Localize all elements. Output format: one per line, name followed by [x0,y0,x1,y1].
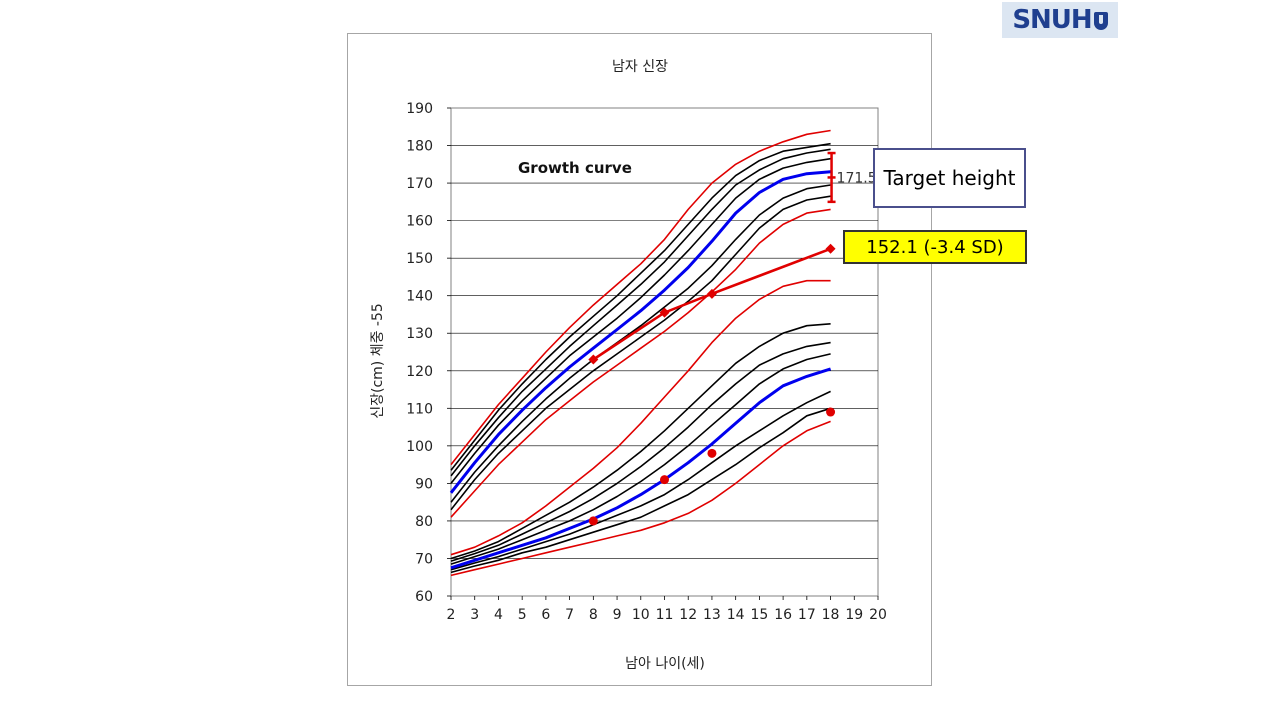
growth-chart: 60 70 80 90 100 110 120 130 140 150 160 170 180 190 2 3… [370,59,887,672]
x-tick-label: 11 [656,607,674,623]
final-height-label: 152.1 (-3.4 SD) [866,236,1004,258]
patient-height-point [659,307,670,318]
logo-emblem-icon [1093,12,1108,30]
height-percentile-line-2 [450,195,831,511]
y-tick-label: 190 [406,101,433,117]
x-tick-label: 3 [470,607,479,623]
patient-weight-point [826,407,836,417]
patient-weight-point [588,516,598,526]
x-tick-label: 19 [845,607,863,623]
height-percentile-line-3 [450,184,831,503]
y-tick-label: 150 [406,251,433,267]
target-height-value: 171.5 [837,170,877,186]
target-height-label: Target height [883,166,1016,190]
x-tick-label: 8 [589,607,598,623]
y-tick-label: 140 [406,289,433,305]
weight-percentile-line-5 [450,353,831,565]
x-tick-label: 20 [869,607,887,623]
weight-percentile-line-7 [450,323,831,560]
patient-weight-point [707,448,717,458]
x-tick-label: 16 [774,607,792,623]
x-tick-label: 2 [447,607,456,623]
y-tick-label: 180 [406,139,433,155]
x-axis-label: 남아 나이(세) [625,656,705,672]
weight-percentile-line-6 [450,341,831,562]
x-tick-label: 12 [679,607,697,623]
x-tick-label: 13 [703,607,721,623]
patient-height-line [592,247,832,361]
patient-weight-point [660,475,669,485]
x-tick-label: 4 [494,607,503,623]
y-axis-label: 신장(cm) 체중 -55 [370,303,386,419]
y-tick-label: 160 [406,214,433,230]
target-height-callout: Target height [873,148,1026,208]
patient-height-point [588,354,599,365]
patient-height-point [706,288,717,299]
y-tick-label: 100 [406,439,433,455]
weight-percentile-line-2 [450,407,831,574]
x-tick-label: 6 [541,607,550,623]
height-percentile-line-4 [449,170,831,494]
x-tick-label: 14 [727,607,745,623]
y-tick-label: 110 [406,401,433,417]
y-tick-label: 130 [406,326,433,342]
height-percentile-line-5 [450,157,831,484]
x-tick-label: 10 [632,607,650,623]
weight-percentile-line-1 [450,420,831,577]
y-tick-label: 60 [415,589,433,605]
height-percentile-line-7 [450,142,831,471]
weight-percentile-line-8 [450,279,831,556]
x-tick-label: 15 [750,607,768,623]
logo-text: SNUH [1012,5,1092,35]
growth-curve-annotation: Growth curve [518,159,632,177]
snuh-logo: SNUH [1002,2,1118,38]
y-tick-label: 120 [406,364,433,380]
x-tick-label: 7 [565,607,574,623]
x-tick-label: 9 [613,607,622,623]
patient-height-point [825,243,836,254]
y-tick-label: 90 [415,476,433,492]
height-percentile-line-1 [450,208,831,518]
x-tick-label: 5 [518,607,527,623]
growth-chart-frame: 60 70 80 90 100 110 120 130 140 150 160 170 180 190 2 3… [347,33,932,686]
x-tick-label: 17 [798,607,816,623]
weight-percentile-line-3 [450,390,831,571]
y-tick-label: 70 [415,551,433,567]
y-tick-label: 170 [406,176,433,192]
height-percentile-line-6 [450,148,831,477]
final-height-callout: 152.1 (-3.4 SD) [843,230,1027,264]
x-tick-label: 18 [822,607,840,623]
chart-title: 남자 신장 [612,59,668,75]
height-percentile-line-8 [450,129,831,466]
weight-percentile-line-4 [450,367,832,570]
y-tick-label: 80 [415,514,433,530]
